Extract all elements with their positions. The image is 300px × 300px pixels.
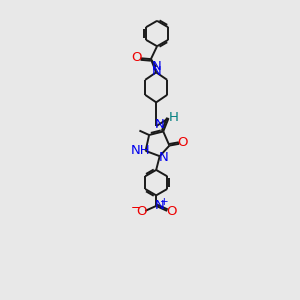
Text: N: N [152,60,162,73]
Text: +: + [160,197,169,207]
Text: O: O [136,205,147,218]
Text: N: N [159,151,169,164]
Text: −: − [131,200,141,214]
Text: O: O [178,136,188,149]
Text: O: O [131,51,142,64]
Text: N: N [154,200,164,212]
Text: NH: NH [130,143,150,157]
Text: N: N [155,118,165,131]
Text: N: N [152,65,162,78]
Text: H: H [169,111,178,124]
Text: O: O [166,205,176,218]
